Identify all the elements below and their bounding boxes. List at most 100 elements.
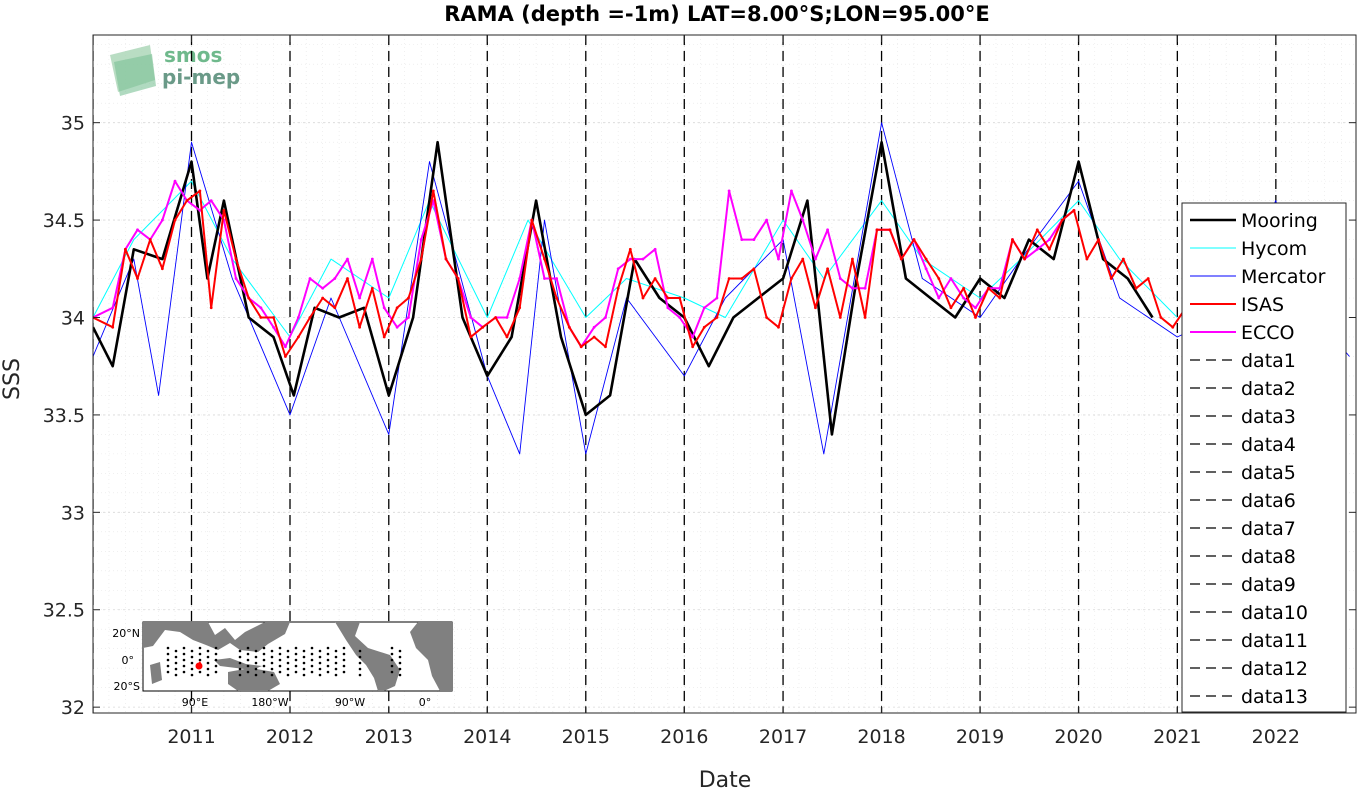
point-isas (518, 306, 522, 310)
inset-location-map: 20°N 0° 20°S 90°E 180°W 90°W 0° (112, 621, 453, 709)
point-isas (765, 316, 768, 319)
x-tick-label: 2017 (759, 726, 807, 748)
mooring-dot (398, 649, 402, 653)
point-ecco (358, 296, 362, 300)
point-ecco (173, 179, 177, 183)
point-isas (123, 247, 127, 251)
point-isas (838, 316, 842, 319)
point-isas (185, 199, 189, 203)
inset-lon-label-0: 0° (419, 696, 432, 709)
x-tick-label: 2019 (956, 726, 1004, 748)
mooring-dot (198, 646, 202, 650)
point-ecco (198, 208, 202, 212)
legend-label-data13: data13 (1241, 686, 1308, 708)
point-isas (875, 228, 879, 232)
legend-label-data1: data1 (1241, 350, 1296, 372)
point-isas (494, 316, 498, 319)
point-ecco (234, 277, 238, 280)
mooring-dot (334, 649, 338, 653)
mooring-dot (310, 646, 314, 650)
point-isas (702, 325, 706, 329)
mooring-dot (310, 670, 314, 674)
map-land-australia (228, 668, 280, 691)
point-ecco (937, 296, 941, 300)
mooring-dot (334, 655, 338, 659)
mooring-dot (358, 655, 362, 659)
point-ecco (702, 306, 706, 310)
point-isas (407, 296, 410, 300)
point-isas (333, 306, 337, 310)
mooring-dot (166, 646, 170, 650)
point-isas (346, 277, 349, 280)
series-mooring (93, 140, 1154, 436)
legend-label-data3: data3 (1241, 406, 1296, 428)
point-ecco (1048, 238, 1051, 241)
point-isas (899, 257, 903, 261)
point-isas (678, 296, 682, 300)
y-axis-label: SSS (0, 358, 25, 400)
mooring-dot (318, 649, 322, 653)
point-ecco (469, 316, 473, 319)
mooring-dot (286, 673, 290, 677)
point-ecco (592, 325, 596, 329)
mooring-dot (246, 670, 250, 674)
mooring-dot (310, 664, 314, 668)
legend-label-data12: data12 (1241, 658, 1308, 680)
mooring-dot (174, 649, 178, 653)
point-isas (1048, 247, 1051, 251)
mooring-dot (166, 652, 170, 656)
point-ecco (382, 306, 386, 310)
point-isas (752, 267, 756, 271)
mooring-dot (398, 655, 402, 659)
mooring-dot (286, 655, 290, 659)
point-isas (592, 335, 596, 339)
point-isas (1011, 238, 1014, 241)
point-isas (604, 345, 607, 349)
point-isas (111, 325, 115, 329)
legend-label-hycom: Hycom (1241, 238, 1307, 260)
legend-label-isas: ISAS (1241, 294, 1284, 316)
point-ecco (974, 306, 977, 310)
mooring-dot (318, 661, 322, 665)
mooring-dot (238, 667, 242, 671)
point-ecco (777, 257, 780, 261)
point-isas (1159, 316, 1163, 319)
mooring-dot (254, 661, 258, 665)
point-isas (567, 325, 571, 329)
point-isas (173, 218, 177, 222)
point-ecco (962, 296, 966, 300)
point-ecco (370, 257, 374, 261)
point-ecco (308, 277, 312, 280)
mooring-dot (318, 667, 322, 671)
mooring-dot (278, 646, 282, 650)
mooring-dot (270, 649, 274, 653)
point-ecco (111, 306, 115, 310)
mooring-dot (342, 664, 346, 668)
mooring-dot (214, 646, 218, 650)
mooring-dot (278, 664, 282, 668)
x-tick-label: 2015 (562, 726, 610, 748)
mooring-dot (358, 649, 362, 653)
mooring-dot (334, 673, 338, 677)
point-isas (259, 316, 263, 319)
mooring-dot (254, 673, 258, 677)
map-land-indonesia (214, 658, 262, 670)
y-tick-label: 34.5 (43, 210, 85, 232)
point-isas (1146, 277, 1150, 280)
mooring-dot (182, 658, 186, 662)
point-ecco (346, 257, 349, 261)
point-isas (222, 208, 226, 212)
point-isas (949, 306, 953, 310)
mooring-dot (182, 670, 186, 674)
mooring-dot (342, 670, 346, 674)
mooring-dot (318, 673, 322, 677)
point-isas (1060, 218, 1064, 222)
mooring-dot (358, 661, 362, 665)
mooring-dot (246, 652, 250, 656)
mooring-dot (206, 661, 210, 665)
legend-label-mercator: Mercator (1241, 266, 1326, 288)
point-isas (419, 257, 423, 261)
inset-lat-label-20n: 20°N (112, 627, 140, 640)
legend-label-data5: data5 (1241, 462, 1296, 484)
y-tick-label: 33 (61, 502, 85, 524)
